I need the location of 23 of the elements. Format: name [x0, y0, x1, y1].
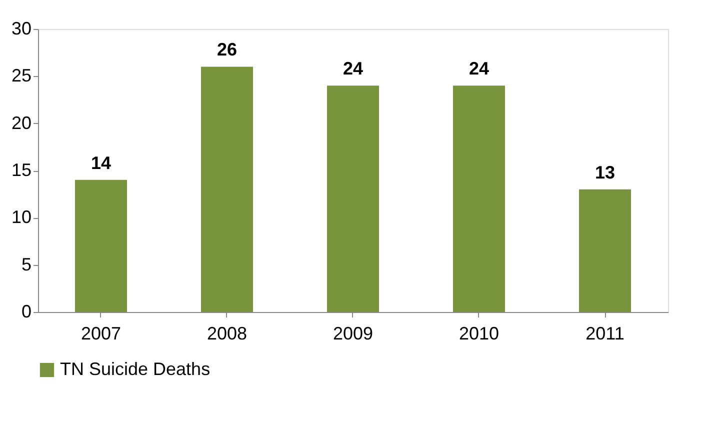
y-tick-label: 15 — [11, 160, 32, 180]
data-label: 24 — [342, 58, 364, 79]
y-tick-label: 10 — [11, 207, 32, 228]
x-tick-label: 2007 — [80, 324, 122, 344]
x-tick-label: 2010 — [458, 324, 500, 344]
y-tick-label: 0 — [21, 302, 32, 322]
bar — [453, 86, 505, 312]
y-tick-label: 5 — [21, 254, 32, 274]
x-tick-label: 2011 — [586, 324, 624, 344]
y-tick-label: 30 — [11, 18, 32, 38]
y-tick-label: 25 — [11, 66, 32, 86]
x-tick-label: 2008 — [206, 324, 248, 344]
x-tick-label: 2009 — [332, 324, 374, 344]
y-tick-label: 20 — [11, 112, 32, 133]
data-label: 13 — [594, 162, 616, 182]
legend-label: TN Suicide Deaths — [60, 359, 210, 379]
bar — [579, 189, 631, 312]
bar — [75, 180, 127, 312]
bar — [327, 86, 379, 312]
bar — [201, 66, 253, 312]
data-label: 24 — [468, 58, 490, 79]
data-label: 26 — [216, 40, 238, 60]
data-label: 14 — [90, 152, 112, 173]
